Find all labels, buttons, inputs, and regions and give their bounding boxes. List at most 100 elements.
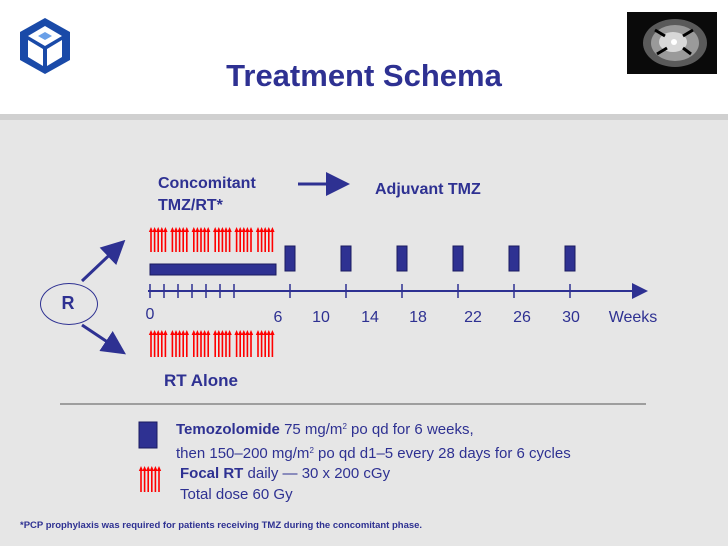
rt-arrowhead: [248, 227, 254, 232]
rt-arrowhead: [149, 466, 154, 471]
rt-arrowhead: [198, 227, 204, 232]
rt-arrowhead: [234, 227, 239, 232]
rt-arrowhead: [198, 330, 204, 335]
rt-arrowhead: [227, 227, 232, 232]
tick-label: 22: [464, 309, 482, 326]
rt-arrowhead: [234, 330, 239, 335]
rt-arrowhead: [159, 330, 164, 335]
rt-arrowhead: [156, 330, 161, 335]
rt-arrowhead: [259, 227, 264, 232]
page-title: Treatment Schema: [226, 58, 502, 93]
rt-arrowhead: [153, 466, 158, 471]
rt-arrowhead: [206, 330, 211, 335]
rt-arrowhead: [202, 330, 207, 335]
rt-arrowhead: [173, 330, 179, 335]
rt-arrowhead: [152, 330, 157, 335]
rt-arrowhead: [184, 330, 189, 335]
rt-arrowhead: [216, 330, 221, 335]
rt-arrowhead: [170, 227, 175, 232]
rt-arrowhead: [202, 227, 207, 232]
rt-arrowhead: [255, 227, 261, 232]
adjuvant-cycle-bar: [564, 245, 576, 272]
adjuvant-cycle-bar: [284, 245, 296, 272]
rt-arrowhead: [263, 330, 268, 335]
adjuvant-cycle-bar: [340, 245, 352, 272]
rt-arrowhead: [227, 330, 232, 335]
tick-label: 0: [145, 306, 155, 323]
rt-arrowhead: [263, 227, 268, 232]
adjuvant-cycle-bars: [284, 245, 576, 272]
rt-arrowhead: [170, 330, 175, 335]
title-divider: [0, 114, 728, 120]
rt-arrowhead: [266, 330, 271, 335]
rt-arrowhead: [163, 330, 168, 335]
rt-arrowhead: [156, 466, 162, 471]
legend-tmz-text: Temozolomide 75 mg/m2 po qd for 6 weeks,…: [176, 421, 571, 462]
rt-arrowhead: [220, 330, 225, 335]
randomization-label: R: [61, 293, 75, 313]
rt-arrowhead: [148, 330, 154, 335]
rt-arrowhead: [255, 330, 261, 335]
concomitant-label-line2: TMZ/RT*: [158, 197, 223, 214]
footnote: *PCP prophylaxis was required for patien…: [20, 520, 423, 531]
rt-arrowhead: [148, 227, 154, 232]
adjuvant-cycle-bar: [452, 245, 464, 272]
rt-arrowhead: [195, 330, 200, 335]
rt-arrowhead: [191, 330, 196, 335]
arm-arrow-bottom: [81, 323, 126, 355]
rt-arrowhead: [223, 227, 229, 232]
rt-arrows-bottom: [148, 330, 275, 357]
tick-label: 10: [312, 309, 330, 326]
legend-tmz-drug: Temozolomide: [176, 421, 280, 438]
rt-alone-label: RT Alone: [164, 371, 238, 390]
rt-arrowhead: [245, 227, 250, 232]
legend-rt-name: Focal RT: [180, 465, 244, 482]
rt-arrowhead: [159, 227, 164, 232]
concomitant-label-line1: Concomitant: [158, 175, 256, 192]
rt-arrowhead: [142, 466, 147, 471]
rt-arrowhead: [238, 330, 243, 335]
rt-arrowhead: [259, 330, 264, 335]
tick-label: 26: [513, 309, 531, 326]
rt-arrowhead: [195, 227, 200, 232]
randomization-circle: [40, 283, 98, 325]
rt-arrowhead: [156, 227, 161, 232]
rt-arrowhead: [177, 227, 182, 232]
timeline-ticks: [149, 284, 571, 298]
rt-arrowhead: [220, 227, 225, 232]
rt-arrowhead: [152, 227, 157, 232]
rt-arrowhead: [191, 227, 196, 232]
rt-arrowhead: [213, 330, 218, 335]
rt-arrowhead: [266, 227, 271, 232]
rt-arrowhead: [138, 466, 144, 471]
rt-arrowhead: [173, 227, 179, 232]
rt-arrowhead: [184, 227, 189, 232]
rt-arrowhead: [270, 227, 275, 232]
rt-arrowhead: [248, 330, 254, 335]
rt-arrowhead: [181, 227, 186, 232]
legend-rt-text: Focal RT daily — 30 x 200 cGy Total dose…: [180, 465, 391, 503]
brain-scan-image: [627, 12, 717, 74]
legend-tmz-symbol: [138, 421, 158, 449]
rt-arrowhead: [245, 330, 250, 335]
rt-arrowhead: [241, 330, 246, 335]
rt-arrows-top: [148, 227, 275, 252]
concomitant-tmz-bar: [149, 263, 277, 276]
rt-arrowhead: [206, 227, 211, 232]
legend-rt-symbol: [138, 466, 162, 492]
rt-arrowhead: [238, 227, 243, 232]
adjuvant-label: Adjuvant TMZ: [375, 181, 481, 198]
rt-arrowhead: [216, 227, 221, 232]
adjuvant-cycle-bar: [396, 245, 408, 272]
rt-arrowhead: [270, 330, 275, 335]
rt-arrowhead: [177, 330, 182, 335]
arm-arrow-top: [80, 239, 126, 283]
rt-arrowhead: [181, 330, 186, 335]
adjuvant-cycle-bar: [508, 245, 520, 272]
rt-arrowhead: [213, 227, 218, 232]
tick-label: 6: [273, 309, 283, 326]
rt-arrowhead: [146, 466, 151, 471]
tick-label: 18: [409, 309, 427, 326]
logo-icon: [14, 14, 76, 76]
